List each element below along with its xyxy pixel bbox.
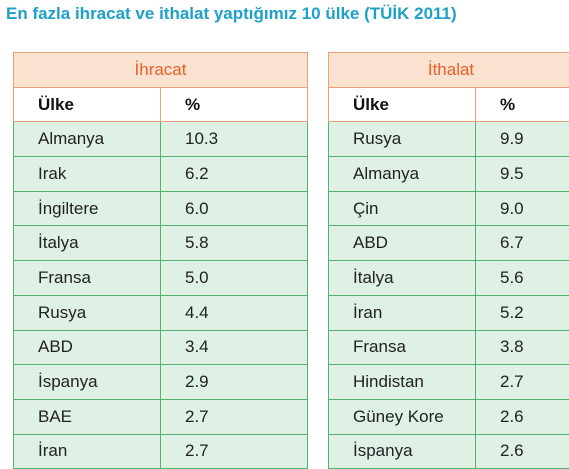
percent-cell: 3.8	[476, 330, 569, 365]
country-cell: Güney Kore	[329, 399, 476, 434]
percent-cell: 6.0	[161, 191, 308, 226]
exports-heading: İhracat	[14, 53, 308, 88]
country-cell: Fransa	[14, 261, 161, 296]
percent-cell: 4.4	[161, 295, 308, 330]
percent-cell: 5.8	[161, 226, 308, 261]
country-cell: Almanya	[14, 122, 161, 157]
country-cell: İspanya	[14, 365, 161, 400]
country-cell: Almanya	[329, 157, 476, 192]
percent-cell: 10.3	[161, 122, 308, 157]
percent-cell: 9.5	[476, 157, 569, 192]
percent-cell: 9.0	[476, 191, 569, 226]
imports-percent-header: %	[476, 87, 569, 122]
country-cell: Rusya	[329, 122, 476, 157]
country-cell: Hindistan	[329, 365, 476, 400]
country-cell: ABD	[14, 330, 161, 365]
country-cell: ABD	[329, 226, 476, 261]
percent-cell: 3.4	[161, 330, 308, 365]
percent-cell: 2.9	[161, 365, 308, 400]
country-cell: Rusya	[14, 295, 161, 330]
country-cell: İran	[329, 295, 476, 330]
percent-cell: 6.2	[161, 157, 308, 192]
imports-heading: İthalat	[329, 53, 569, 88]
country-cell: İtalya	[14, 226, 161, 261]
country-cell: Irak	[14, 157, 161, 192]
percent-cell: 9.9	[476, 122, 569, 157]
percent-cell: 5.6	[476, 261, 569, 296]
exports-percent-header: %	[161, 87, 308, 122]
page-title: En fazla ihracat ve ithalat yaptığımız 1…	[6, 4, 457, 24]
country-cell: İtalya	[329, 261, 476, 296]
percent-cell: 6.7	[476, 226, 569, 261]
country-cell: Fransa	[329, 330, 476, 365]
imports-country-header: Ülke	[329, 87, 476, 122]
percent-cell: 2.7	[161, 399, 308, 434]
country-cell: Çin	[329, 191, 476, 226]
percent-cell: 5.2	[476, 295, 569, 330]
country-cell: BAE	[14, 399, 161, 434]
percent-cell: 5.0	[161, 261, 308, 296]
exports-country-header: Ülke	[14, 87, 161, 122]
percent-cell: 2.6	[476, 399, 569, 434]
country-cell: İngiltere	[14, 191, 161, 226]
percent-cell: 2.7	[476, 365, 569, 400]
